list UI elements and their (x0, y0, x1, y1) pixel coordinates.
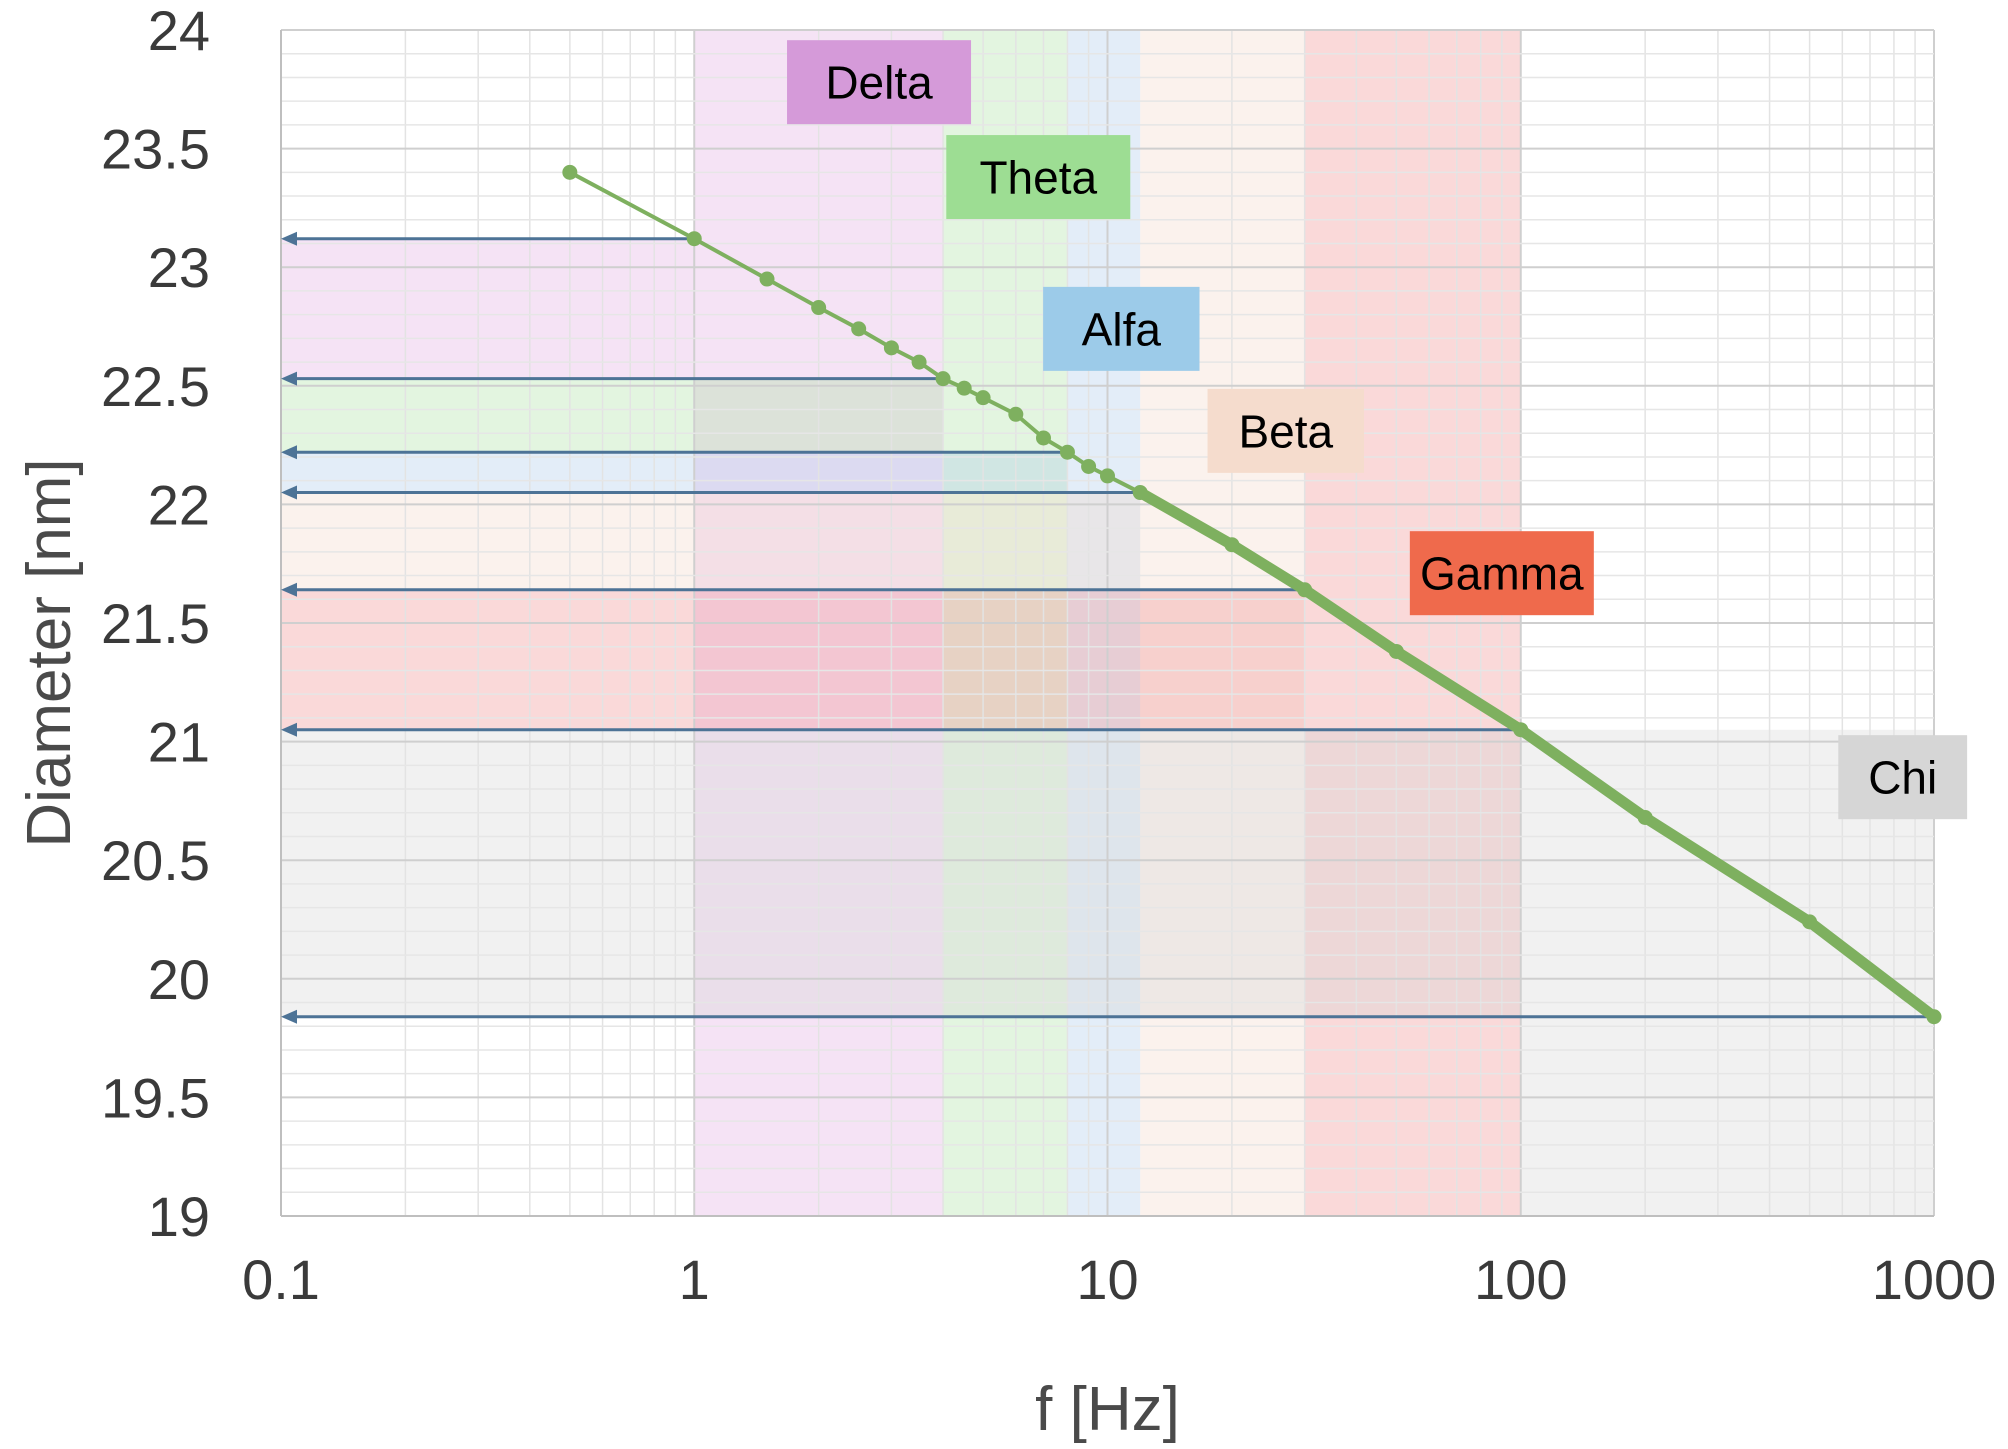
series-point (759, 271, 775, 287)
band-gamma-label-box (1409, 531, 1594, 616)
band-chi-label-box (1838, 735, 1968, 820)
series-point (1388, 643, 1404, 659)
band-alfa-projection (281, 452, 1068, 493)
series-point (1802, 914, 1818, 930)
arrow-head (281, 445, 297, 460)
band-alfa-label: Alfa (1082, 303, 1162, 355)
series-line-dense (1134, 487, 1940, 1023)
band-beta-projection (281, 492, 1141, 590)
arrow-head (281, 485, 297, 500)
series-point (1081, 458, 1097, 474)
tick-labels: 0.1 1 10 100 1000 19 19.5 20 20.5 21 21.5 22 22.5 23 2… (101, 0, 1996, 1311)
x-axis-title: f [Hz] (1035, 1375, 1180, 1444)
band-labels: Delta Theta Alfa Beta Gamma Chi (787, 40, 1968, 820)
y-tick-label: 20.5 (101, 829, 210, 892)
series-point (811, 300, 827, 316)
band-delta-label-box (787, 40, 972, 125)
x-tick-label: 100 (1474, 1248, 1567, 1311)
band-chi-projection (281, 729, 1521, 1017)
series-point (1224, 537, 1240, 553)
series-point (1100, 468, 1115, 484)
series-point (883, 340, 899, 356)
series-point (1008, 406, 1024, 422)
band-beta-label: Beta (1238, 405, 1333, 457)
x-tick-label: 10 (1076, 1248, 1138, 1311)
band-chi-label: Chi (1868, 752, 1937, 804)
arrow-head (281, 722, 297, 737)
band-theta-projection (281, 378, 944, 453)
series-point (1637, 810, 1653, 826)
band-delta-projection (281, 238, 695, 379)
y-tick-label: 21.5 (101, 592, 210, 655)
y-tick-label: 22 (148, 473, 210, 536)
series-point (562, 164, 578, 180)
arrow-head (281, 582, 297, 597)
series-point (1297, 582, 1313, 598)
y-tick-label: 19.5 (101, 1066, 210, 1129)
x-tick-label: 1000 (1872, 1248, 1997, 1311)
band-theta-label: Theta (979, 152, 1097, 204)
series-point (935, 371, 951, 387)
diameter-arrows (281, 231, 1934, 1024)
series-point (1926, 1009, 1942, 1025)
x-tick-label: 1 (679, 1248, 710, 1311)
y-tick-label: 22.5 (101, 355, 210, 418)
series-point (686, 231, 702, 247)
y-axis-title: Diameter [nm] (15, 458, 84, 847)
band-theta-label-box (946, 135, 1131, 220)
x-tick-label: 0.1 (242, 1248, 320, 1311)
band-gamma-projection (281, 589, 1305, 730)
arrow-head (281, 231, 297, 246)
band-alfa-label-box (1043, 286, 1200, 371)
y-tick-label: 19 (148, 1185, 210, 1248)
band-delta-label: Delta (825, 57, 933, 109)
series-point (851, 321, 867, 337)
arrow-head (281, 1009, 297, 1024)
series-point (1132, 485, 1148, 501)
y-tick-label: 20 (148, 948, 210, 1011)
series-point (956, 380, 972, 396)
series-point (1513, 722, 1529, 738)
series-point (1035, 430, 1051, 446)
diameter-series (562, 164, 1942, 1025)
series-point (975, 390, 991, 406)
band-beta-label-box (1207, 388, 1364, 473)
band-gamma-label: Gamma (1420, 548, 1584, 600)
y-tick-label: 23.5 (101, 118, 210, 181)
y-tick-label: 23 (148, 236, 210, 299)
y-tick-label: 24 (148, 0, 210, 62)
series-point (911, 354, 927, 370)
grid (280, 29, 1935, 1217)
series-point (1059, 444, 1075, 460)
y-tick-label: 21 (148, 711, 210, 774)
arrow-head (281, 371, 297, 386)
